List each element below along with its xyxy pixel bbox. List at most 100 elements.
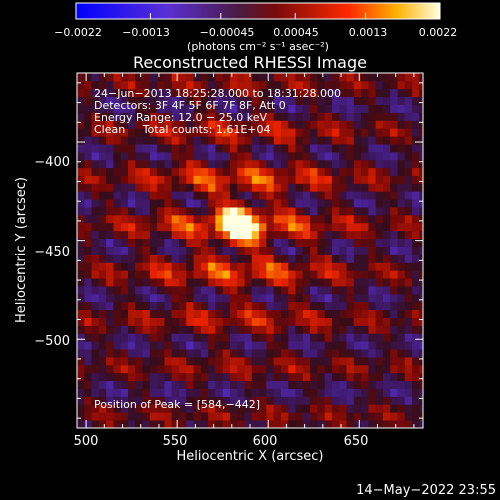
heatmap-pixel (135, 159, 143, 169)
heatmap-pixel (397, 199, 406, 208)
heatmap-pixel (331, 372, 340, 382)
heatmap-pixel (266, 112, 275, 121)
heatmap-pixel (229, 380, 238, 389)
heatmap-pixel (302, 215, 311, 224)
heatmap-pixel (127, 301, 136, 311)
heatmap-pixel (419, 222, 423, 232)
heatmap-pixel (295, 246, 304, 255)
heatmap-pixel (412, 349, 420, 358)
heatmap-pixel (127, 96, 136, 105)
heatmap-pixel (229, 191, 238, 200)
heatmap-pixel (273, 325, 282, 334)
heatmap-pixel (412, 270, 420, 279)
heatmap-pixel (259, 230, 267, 240)
heatmap-pixel (259, 309, 267, 318)
heatmap-pixel (77, 246, 85, 255)
heatmap-pixel (259, 112, 267, 121)
heatmap-pixel (404, 357, 413, 366)
heatmap-pixel (135, 120, 143, 129)
heatmap-pixel (317, 246, 326, 255)
heatmap-pixel (208, 254, 216, 263)
heatmap-pixel (171, 372, 180, 382)
heatmap-pixel (244, 104, 253, 113)
heatmap-pixel (382, 136, 391, 145)
heatmap-pixel (106, 144, 114, 153)
heatmap-pixel (120, 333, 129, 342)
heatmap-pixel (251, 404, 260, 413)
x-tick-label: 500 (74, 434, 99, 449)
heatmap-pixel (91, 364, 100, 374)
heatmap-pixel (149, 278, 158, 287)
heatmap-pixel (382, 254, 391, 263)
heatmap-pixel (346, 404, 355, 413)
heatmap-pixel (106, 325, 114, 334)
heatmap-pixel (339, 104, 347, 113)
heatmap-pixel (390, 238, 398, 247)
heatmap-pixel (361, 293, 369, 303)
heatmap-pixel (375, 207, 384, 216)
heatmap-pixel (375, 238, 384, 247)
heatmap-pixel (288, 175, 296, 184)
heatmap-pixel (208, 120, 216, 129)
heatmap-pixel (331, 238, 340, 247)
heatmap-pixel (353, 104, 362, 113)
heatmap-pixel (237, 183, 245, 192)
heatmap-pixel (331, 199, 340, 208)
heatmap-pixel (200, 151, 209, 161)
heatmap-pixel (135, 238, 143, 247)
heatmap-pixel (77, 364, 85, 374)
heatmap-pixel (273, 364, 282, 374)
heatmap-pixel (310, 380, 318, 389)
heatmap-pixel (157, 199, 165, 208)
heatmap-pixel (280, 286, 289, 295)
heatmap-pixel (77, 357, 85, 366)
heatmap-pixel (84, 144, 92, 153)
heatmap-pixel (404, 199, 413, 208)
heatmap-pixel (397, 167, 406, 176)
heatmap-pixel (91, 262, 100, 271)
heatmap-pixel (200, 199, 209, 208)
heatmap-pixel (222, 301, 231, 311)
heatmap-pixel (215, 380, 224, 389)
heatmap-pixel (397, 215, 406, 224)
heatmap-pixel (259, 136, 267, 145)
heatmap-pixel (237, 104, 245, 113)
heatmap-pixel (266, 222, 275, 232)
heatmap-pixel (237, 207, 245, 216)
heatmap-pixel (149, 325, 158, 334)
heatmap-pixel (215, 325, 224, 334)
heatmap-pixel (331, 112, 340, 121)
heatmap-pixel (149, 341, 158, 350)
heatmap-pixel (419, 207, 423, 216)
heatmap-pixel (310, 128, 318, 137)
heatmap-pixel (404, 404, 413, 413)
heatmap-pixel (346, 286, 355, 295)
heatmap-pixel (280, 396, 289, 405)
heatmap-pixel (127, 333, 136, 342)
heatmap-pixel (259, 341, 267, 350)
heatmap-pixel (229, 254, 238, 263)
heatmap-pixel (266, 349, 275, 358)
heatmap-pixel (127, 199, 136, 208)
heatmap-pixel (149, 120, 158, 129)
heatmap-pixel (178, 293, 187, 303)
heatmap-pixel (186, 112, 194, 121)
heatmap-pixel (98, 199, 107, 208)
heatmap-pixel (368, 144, 377, 153)
heatmap-pixel (331, 301, 340, 311)
heatmap-pixel (288, 207, 296, 216)
heatmap-pixel (397, 246, 406, 255)
heatmap-pixel (412, 396, 420, 405)
heatmap-pixel (361, 136, 369, 145)
heatmap-pixel (215, 222, 224, 232)
heatmap-pixel (382, 120, 391, 129)
heatmap-pixel (324, 199, 333, 208)
heatmap-pixel (382, 349, 391, 358)
heatmap-pixel (295, 73, 304, 82)
annotation-method-counts: Clean Total counts: 1.61E+04 (94, 123, 271, 136)
heatmap-pixel (106, 317, 114, 326)
heatmap-pixel (404, 254, 413, 263)
heatmap-pixel (149, 372, 158, 382)
heatmap-pixel (120, 175, 129, 184)
